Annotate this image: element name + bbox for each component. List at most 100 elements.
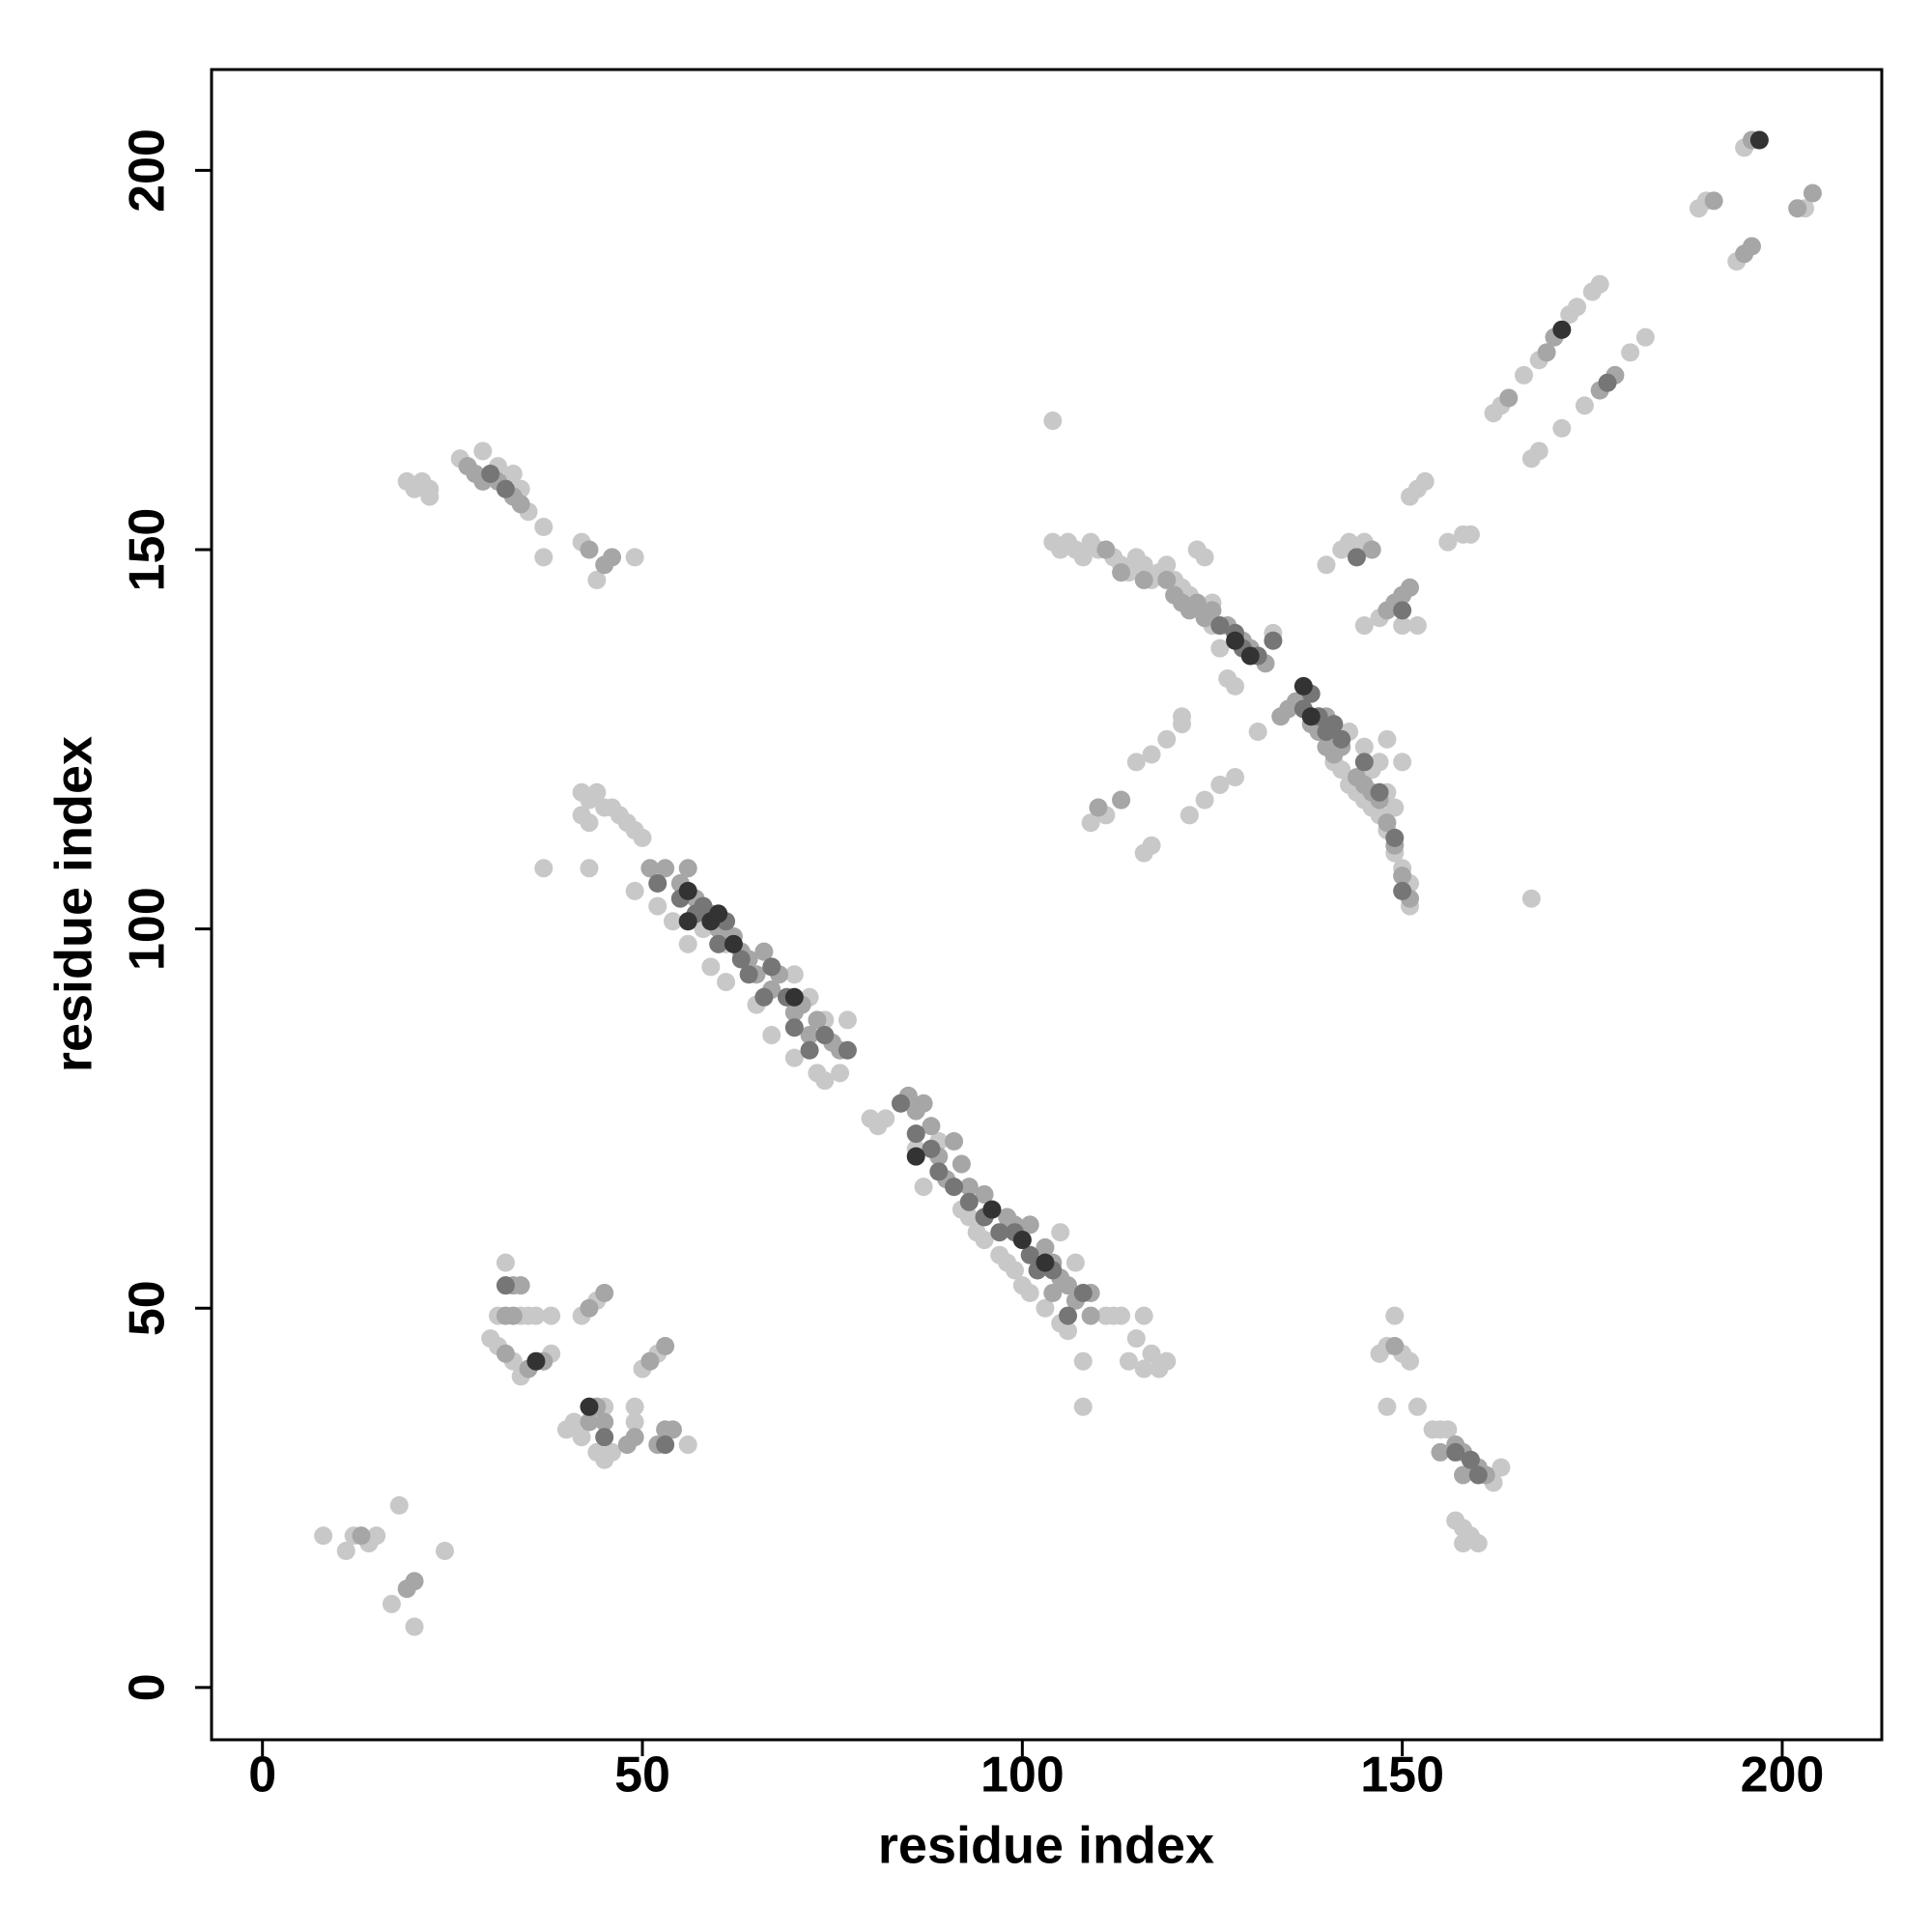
contact-point	[587, 570, 607, 589]
contact-point	[1043, 1284, 1063, 1303]
contact-point	[1210, 775, 1230, 794]
contact-point	[534, 517, 554, 536]
contact-point	[511, 495, 530, 514]
contact-point	[1005, 1261, 1024, 1280]
contact-point	[1407, 616, 1427, 636]
contact-point	[503, 465, 523, 484]
contact-point	[1385, 1336, 1405, 1355]
contact-point	[876, 1109, 895, 1128]
contact-point	[595, 1412, 614, 1432]
contact-point	[717, 973, 736, 992]
contact-point	[1468, 1465, 1488, 1485]
contact-point	[1073, 1351, 1093, 1371]
contact-point	[754, 987, 774, 1007]
contact-point	[663, 1420, 682, 1439]
contact-point	[1187, 593, 1207, 612]
contact-point	[891, 1094, 910, 1113]
contact-point	[1378, 1397, 1397, 1416]
contact-point	[975, 1231, 994, 1250]
contact-point	[1036, 1298, 1055, 1318]
contact-point	[678, 1435, 697, 1455]
y-tick-label: 200	[120, 128, 176, 213]
contact-point	[1461, 525, 1480, 544]
contact-point	[1020, 1245, 1039, 1264]
contact-point	[1142, 836, 1161, 855]
contact-point	[564, 1412, 583, 1432]
contact-point	[625, 881, 644, 900]
contact-point	[1568, 298, 1587, 317]
contact-point	[572, 1428, 591, 1447]
contact-point	[473, 441, 493, 461]
contact-point	[656, 1435, 675, 1455]
contact-point	[1370, 782, 1389, 802]
contact-point	[784, 987, 804, 1007]
contact-point	[754, 942, 774, 961]
contact-point	[945, 1131, 964, 1151]
contact-point	[587, 782, 607, 802]
contact-point	[542, 1306, 561, 1325]
contact-point	[648, 896, 668, 916]
contact-point	[1393, 753, 1412, 772]
contact-point	[1788, 199, 1807, 218]
contact-point	[1240, 646, 1260, 666]
contact-point	[1749, 130, 1769, 150]
contact-point	[1195, 790, 1214, 810]
x-tick-label: 200	[1741, 1747, 1825, 1804]
contact-point	[784, 1048, 804, 1067]
contact-point	[534, 548, 554, 567]
contact-point	[1073, 548, 1093, 567]
contact-point	[1173, 715, 1192, 734]
contact-point	[1393, 601, 1412, 620]
contact-point	[405, 1572, 424, 1591]
x-tick-label: 150	[1360, 1747, 1444, 1804]
contact-point	[1529, 441, 1548, 461]
contact-point	[1446, 1442, 1465, 1462]
contact-point	[1065, 1253, 1085, 1272]
contact-point	[503, 1306, 523, 1325]
contact-point	[952, 1154, 971, 1174]
contact-point	[1385, 798, 1405, 817]
contact-point	[1195, 548, 1214, 567]
contact-point	[914, 1178, 933, 1197]
contact-point	[1226, 631, 1245, 650]
contact-point	[633, 828, 652, 847]
x-axis-title: residue index	[878, 1816, 1214, 1874]
contact-point	[1210, 616, 1230, 636]
contact-point	[648, 874, 668, 894]
contact-point	[595, 1284, 614, 1303]
contact-point	[625, 548, 644, 567]
y-tick-label: 150	[120, 508, 176, 592]
contact-point	[1157, 555, 1177, 575]
contact-point	[1454, 1465, 1473, 1485]
contact-point	[1264, 631, 1283, 650]
contact-point	[1332, 760, 1351, 780]
contact-point	[580, 813, 599, 833]
y-tick-label: 50	[120, 1280, 176, 1336]
contact-point	[914, 1094, 933, 1113]
contact-point	[800, 1026, 819, 1045]
contact-point	[1157, 570, 1177, 589]
contact-point	[481, 465, 500, 484]
contact-point	[959, 1208, 979, 1227]
contact-point	[1081, 1306, 1100, 1325]
contact-point	[1401, 1351, 1420, 1371]
y-axis-title: residue index	[44, 736, 102, 1072]
contact-point	[1393, 881, 1412, 900]
contact-point	[739, 965, 758, 984]
contact-point	[580, 859, 599, 878]
contact-point	[922, 1139, 941, 1158]
contact-point	[1347, 548, 1366, 567]
contact-point	[1293, 676, 1313, 696]
contact-point	[656, 1336, 675, 1355]
contact-point	[1332, 729, 1351, 749]
contact-point	[724, 934, 743, 953]
contact-point	[625, 1428, 644, 1447]
contact-point	[1210, 639, 1230, 658]
contact-point	[1354, 753, 1374, 772]
contact-point	[906, 1147, 925, 1166]
contact-point	[1203, 601, 1222, 620]
contact-point	[1468, 1534, 1488, 1553]
contact-point	[1112, 563, 1131, 582]
contact-point	[922, 1117, 941, 1136]
